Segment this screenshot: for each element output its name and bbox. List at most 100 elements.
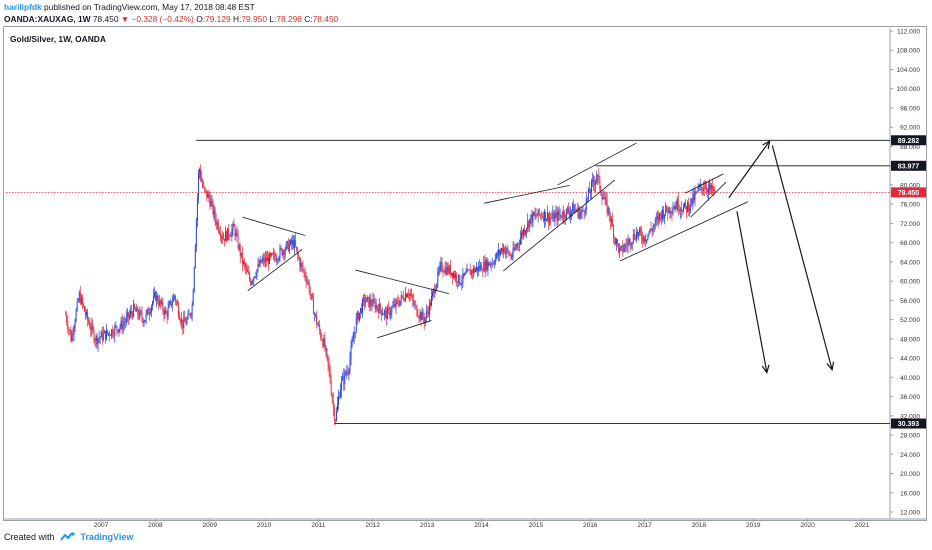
footer: Created with TradingView xyxy=(4,532,133,542)
candle xyxy=(319,319,321,335)
candle xyxy=(611,212,613,227)
tradingview-brand[interactable]: TradingView xyxy=(80,532,134,542)
candle xyxy=(108,332,109,337)
candle xyxy=(299,256,301,272)
candle xyxy=(527,213,529,233)
candle xyxy=(124,318,126,329)
candle xyxy=(448,264,450,275)
candle xyxy=(583,210,585,220)
candle xyxy=(665,202,667,217)
candle xyxy=(594,175,596,193)
candle xyxy=(345,369,347,377)
candle xyxy=(164,305,166,319)
candle xyxy=(633,228,635,241)
candle xyxy=(262,252,264,267)
candle xyxy=(365,294,367,308)
candle xyxy=(118,328,120,337)
candle xyxy=(247,264,249,273)
candle xyxy=(233,218,235,227)
candle xyxy=(687,200,689,213)
candle xyxy=(75,308,77,323)
candle xyxy=(201,170,203,183)
candle xyxy=(465,268,467,274)
candle xyxy=(651,227,653,238)
candle xyxy=(160,299,162,310)
candle xyxy=(514,243,516,251)
candle xyxy=(635,226,637,243)
candle xyxy=(540,210,542,221)
candle xyxy=(389,306,391,320)
projection-arrow-line xyxy=(728,140,771,199)
candle xyxy=(183,311,185,334)
candle xyxy=(134,303,136,311)
open-label: O: xyxy=(196,14,206,24)
candle xyxy=(174,294,176,306)
candle xyxy=(649,228,651,234)
author-link[interactable]: harilipfdk xyxy=(4,2,42,12)
candle xyxy=(584,207,586,217)
candle xyxy=(430,299,431,311)
candle xyxy=(139,306,141,321)
candle xyxy=(105,323,107,341)
candle xyxy=(166,310,168,324)
candle xyxy=(329,364,331,384)
candle xyxy=(107,329,108,336)
candle xyxy=(553,209,555,223)
candle xyxy=(404,286,406,303)
candle xyxy=(408,288,409,299)
y-tick-label: 72.000 xyxy=(900,221,920,228)
candle xyxy=(217,218,219,234)
arrow-head-icon xyxy=(761,364,770,374)
candle xyxy=(285,241,287,251)
chart-frame[interactable] xyxy=(3,26,927,521)
candle xyxy=(632,229,634,245)
candle xyxy=(222,230,223,244)
candle xyxy=(606,191,608,217)
candle xyxy=(605,192,607,206)
x-tick-label: 2014 xyxy=(474,522,489,529)
candle xyxy=(266,250,268,262)
candle xyxy=(309,285,311,300)
candle xyxy=(85,306,86,320)
candle xyxy=(693,189,695,204)
candle xyxy=(504,246,506,255)
candle xyxy=(676,196,678,212)
candle xyxy=(116,325,118,337)
trendline xyxy=(685,173,724,194)
candle xyxy=(251,280,253,286)
candle xyxy=(591,178,592,199)
candle xyxy=(660,211,661,222)
y-tick-label: 48.000 xyxy=(900,336,920,343)
candle xyxy=(692,188,694,210)
candle xyxy=(97,337,99,352)
candle xyxy=(255,271,257,280)
candle xyxy=(489,260,491,268)
candle xyxy=(249,270,251,283)
candle xyxy=(507,244,509,254)
candle xyxy=(310,293,312,301)
candle xyxy=(398,297,400,308)
candle xyxy=(616,237,618,251)
price-change: −0.328 (−0.42%) xyxy=(131,14,194,24)
candle xyxy=(385,306,386,319)
candle xyxy=(518,239,520,252)
candle xyxy=(580,209,582,219)
candle xyxy=(681,209,683,216)
candle xyxy=(479,259,481,272)
candle xyxy=(414,300,416,310)
publish-line: harilipfdk published on TradingView.com,… xyxy=(4,2,255,12)
candle xyxy=(485,257,487,278)
candle xyxy=(658,212,660,224)
candle xyxy=(502,243,504,255)
down-arrow-icon: ▼ xyxy=(120,14,130,24)
candle xyxy=(172,292,174,303)
candle xyxy=(703,180,705,196)
candle xyxy=(559,208,561,221)
candle xyxy=(156,291,158,308)
published-text: published on TradingView.com, May 17, 20… xyxy=(44,2,255,12)
x-tick-label: 2009 xyxy=(202,522,217,529)
candle xyxy=(181,312,183,330)
candle xyxy=(419,308,421,322)
candle xyxy=(686,205,688,219)
